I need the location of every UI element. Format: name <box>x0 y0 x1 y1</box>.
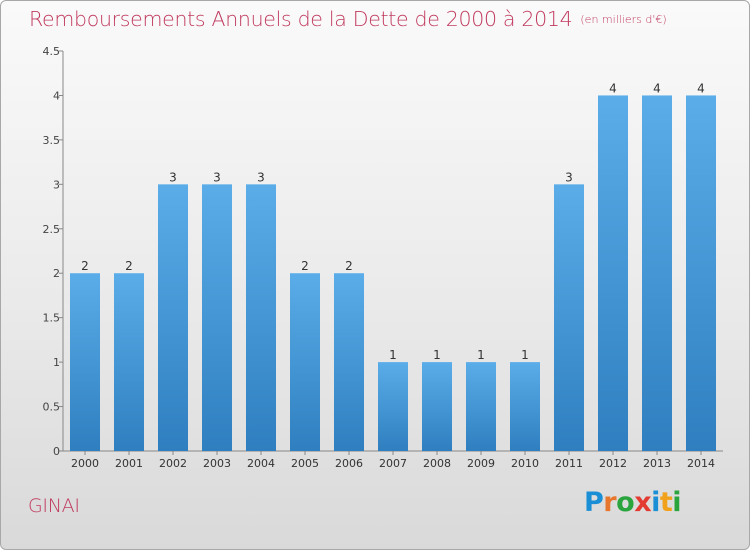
bar-2000 <box>70 273 100 451</box>
y-tick-label: 3.5 <box>43 134 61 147</box>
logo-letter: i <box>651 487 660 518</box>
data-label-2012: 4 <box>609 81 617 95</box>
bar-2002 <box>158 184 188 452</box>
x-tick-label-2007: 2007 <box>379 457 407 470</box>
data-label-2006: 2 <box>345 259 353 273</box>
logo-letter: t <box>659 487 673 518</box>
data-label-2007: 1 <box>389 348 397 362</box>
y-tick-label: 2.5 <box>43 223 61 236</box>
bar-2010 <box>510 362 540 451</box>
logo-letter: r <box>603 487 617 518</box>
bar-2001 <box>114 273 144 451</box>
x-tick-label-2000: 2000 <box>71 457 99 470</box>
data-label-2003: 3 <box>213 170 221 184</box>
data-label-2000: 2 <box>81 259 89 273</box>
data-label-2009: 1 <box>477 348 485 362</box>
chart-bars <box>70 95 716 452</box>
proxiti-logo: Proxiti <box>584 487 682 518</box>
y-tick-label: 4.5 <box>43 45 61 58</box>
bar-2006 <box>334 273 364 451</box>
data-label-2011: 3 <box>565 170 573 184</box>
bar-2009 <box>466 362 496 451</box>
y-tick-label: 4 <box>53 89 60 102</box>
chart-labels: 2 2000 2 2001 3 2002 3 2003 3 2004 2 2005 2 2006 1 2007… <box>71 81 715 470</box>
logo-letter: P <box>584 487 604 518</box>
logo-letter: o <box>616 487 635 518</box>
x-tick-label-2005: 2005 <box>291 457 319 470</box>
x-tick-label-2004: 2004 <box>247 457 275 470</box>
x-tick-label-2006: 2006 <box>335 457 363 470</box>
x-tick-label-2010: 2010 <box>511 457 539 470</box>
bar-2005 <box>290 273 320 451</box>
data-label-2004: 3 <box>257 170 265 184</box>
x-tick-label-2002: 2002 <box>159 457 187 470</box>
x-tick-label-2009: 2009 <box>467 457 495 470</box>
x-tick-label-2001: 2001 <box>115 457 143 470</box>
x-tick-label-2013: 2013 <box>643 457 671 470</box>
bar-2014 <box>686 95 716 451</box>
data-label-2008: 1 <box>433 348 441 362</box>
data-label-2001: 2 <box>125 259 133 273</box>
chart-title: Remboursements Annuels de la Dette de 20… <box>29 7 667 31</box>
bar-2013 <box>642 95 672 451</box>
data-label-2005: 2 <box>301 259 309 273</box>
location-name: GINAI <box>28 495 80 517</box>
logo-letter: i <box>672 487 682 518</box>
data-label-2010: 1 <box>521 348 529 362</box>
y-tick-label: 1 <box>53 356 60 369</box>
y-tick-label: 1.5 <box>43 312 61 325</box>
x-tick-label-2003: 2003 <box>203 457 231 470</box>
data-label-2014: 4 <box>697 81 705 95</box>
x-tick-label-2011: 2011 <box>555 457 583 470</box>
data-label-2013: 4 <box>653 81 661 95</box>
x-tick-label-2012: 2012 <box>599 457 627 470</box>
chart-title-text: Remboursements Annuels de la Dette de 20… <box>29 7 573 31</box>
bar-2012 <box>598 95 628 451</box>
bar-2008 <box>422 362 452 451</box>
bar-2004 <box>246 184 276 452</box>
chart-unit: (en milliers d'€) <box>580 13 667 26</box>
y-tick-label: 2 <box>53 267 60 280</box>
y-tick-label: 0 <box>53 445 60 458</box>
data-label-2002: 3 <box>169 170 177 184</box>
logo-letter: x <box>634 487 652 518</box>
y-tick-label: 3 <box>53 178 60 191</box>
x-tick-label-2008: 2008 <box>423 457 451 470</box>
bar-2011 <box>554 184 584 452</box>
bar-2003 <box>202 184 232 452</box>
bar-2007 <box>378 362 408 451</box>
x-tick-label-2014: 2014 <box>687 457 715 470</box>
y-tick-label: 0.5 <box>43 401 61 414</box>
